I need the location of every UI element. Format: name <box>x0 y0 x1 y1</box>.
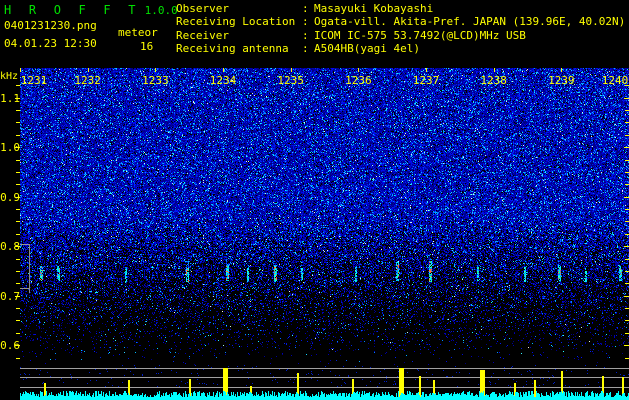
metadata-block: Observer: Masayuki Kobayashi Receiving Lo… <box>176 2 625 56</box>
metadata-value: Masayuki Kobayashi <box>314 2 434 15</box>
y-axis-unit-label: kHz <box>0 71 19 82</box>
metadata-row-location: Receiving Location: Ogata-vill. Akita-Pre… <box>176 15 625 28</box>
header-left-block: H R O F F T 1.0.0 <box>4 3 178 18</box>
metadata-key: Receiving Location <box>176 15 296 29</box>
metadata-row-receiver: Receiver: ICOM IC-575 53.7492(@LCD)MHz US… <box>176 29 625 42</box>
metadata-key: Observer <box>176 2 229 15</box>
y-axis-label: 0.9 <box>0 191 20 204</box>
metadata-separator: : <box>302 15 309 29</box>
metadata-key: Receiving antenna <box>176 42 289 56</box>
metadata-separator: : <box>302 28 309 42</box>
spectrogram-panel: kHz 1.1 1.0 0.9 0.8 0.7 0.6 1231 1232 1233 1234 123… <box>0 68 629 400</box>
category-label: meteor <box>118 26 158 39</box>
metadata-value: A504HB(yagi 4el) <box>314 42 420 56</box>
strip-chart-canvas <box>20 365 629 400</box>
y-axis-label: 1.1 <box>0 92 20 105</box>
metadata-separator: : <box>302 42 309 56</box>
filename-label: 0401231230.png <box>4 19 97 32</box>
metadata-separator: : <box>302 2 309 15</box>
metadata-row-antenna: Receiving antenna: A504HB(yagi 4el) <box>176 42 625 55</box>
y-axis-label: 0.8 <box>0 240 20 253</box>
metadata-value: Ogata-vill. Akita-Pref. JAPAN (139.96E, … <box>314 15 626 29</box>
datetime-label: 04.01.23 12:30 <box>4 37 97 50</box>
metadata-value: ICOM IC-575 53.7492(@LCD)MHz USB <box>314 28 526 42</box>
y-axis-label: 0.7 <box>0 290 20 303</box>
app-version-label: 1.0.0 <box>144 4 178 17</box>
header-bar: H R O F F T 1.0.0 0401231230.png 04.01.23… <box>0 0 629 68</box>
metadata-key: Receiver <box>176 28 229 42</box>
y-axis-label: 0.6 <box>0 339 20 352</box>
app-title-row: H R O F F T 1.0.0 <box>4 3 178 18</box>
app-name-label: H R O F F T <box>4 3 141 17</box>
category-count: 16 <box>140 40 154 53</box>
y-axis-label: 1.0 <box>0 141 20 154</box>
spectrogram-canvas <box>20 68 629 365</box>
metadata-row-observer: Observer: Masayuki Kobayashi <box>176 2 625 15</box>
